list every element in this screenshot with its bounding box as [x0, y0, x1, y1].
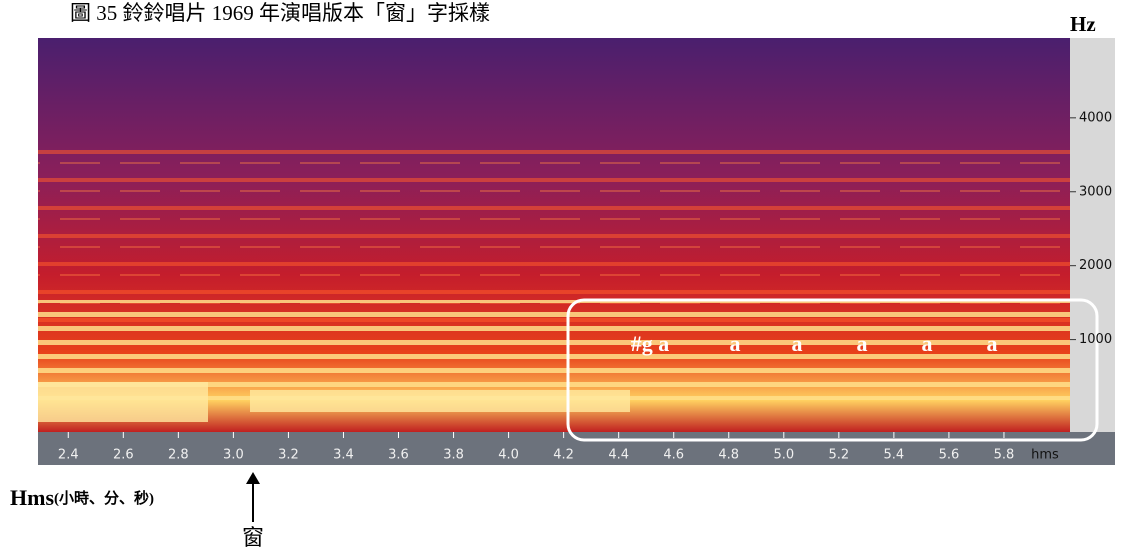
x-tick-label: 2.8: [168, 448, 189, 463]
x-tick-label: 5.8: [994, 448, 1015, 463]
x-tick-label: 5.0: [773, 448, 794, 463]
annotation: a: [857, 331, 868, 356]
spectrogram: [38, 38, 1070, 432]
x-tick-label: 3.8: [443, 448, 464, 463]
x-tick-label: 5.2: [828, 448, 849, 463]
x-label-note: (小時、分、秒): [54, 489, 154, 507]
figure: 圖 35 鈴鈴唱片 1969 年演唱版本「窗」字採樣 Hz hms #g a a a…: [0, 0, 1132, 550]
x-label-main: Hms: [10, 485, 54, 510]
x-tick-label: 2.6: [113, 448, 134, 463]
annotation: a: [922, 331, 933, 356]
y-tick-label: 1000: [1079, 332, 1112, 347]
y-tick-label: 2000: [1079, 258, 1112, 273]
arrow-label: 窗: [242, 525, 264, 550]
x-tick-label: 4.8: [718, 448, 739, 463]
annotation: a: [730, 331, 741, 356]
y-tick-label: 3000: [1079, 184, 1112, 199]
x-label: Hms(小時、分、秒): [10, 485, 154, 510]
caption: 圖 35 鈴鈴唱片 1969 年演唱版本「窗」字採樣: [70, 1, 490, 25]
x-tick-label: 4.4: [608, 448, 629, 463]
x-tick-label: 5.6: [939, 448, 960, 463]
y-tick-label: 4000: [1079, 110, 1112, 125]
x-tick-label: 3.6: [388, 448, 409, 463]
x-unit: hms: [1031, 448, 1059, 463]
annotation: a: [792, 331, 803, 356]
x-tick-label: 2.4: [58, 448, 79, 463]
x-tick-label: 4.0: [498, 448, 519, 463]
x-tick-label: 5.4: [884, 448, 905, 463]
x-tick-label: 4.2: [553, 448, 574, 463]
annotation: #g a: [631, 331, 670, 356]
y-axis-strip: [1070, 38, 1115, 432]
x-tick-label: 3.4: [333, 448, 354, 463]
x-tick-label: 3.2: [278, 448, 299, 463]
y-label: Hz: [1070, 12, 1096, 36]
annotation: a: [987, 331, 998, 356]
arrow-head: [246, 472, 260, 484]
x-tick-label: 4.6: [663, 448, 684, 463]
x-tick-label: 3.0: [223, 448, 244, 463]
